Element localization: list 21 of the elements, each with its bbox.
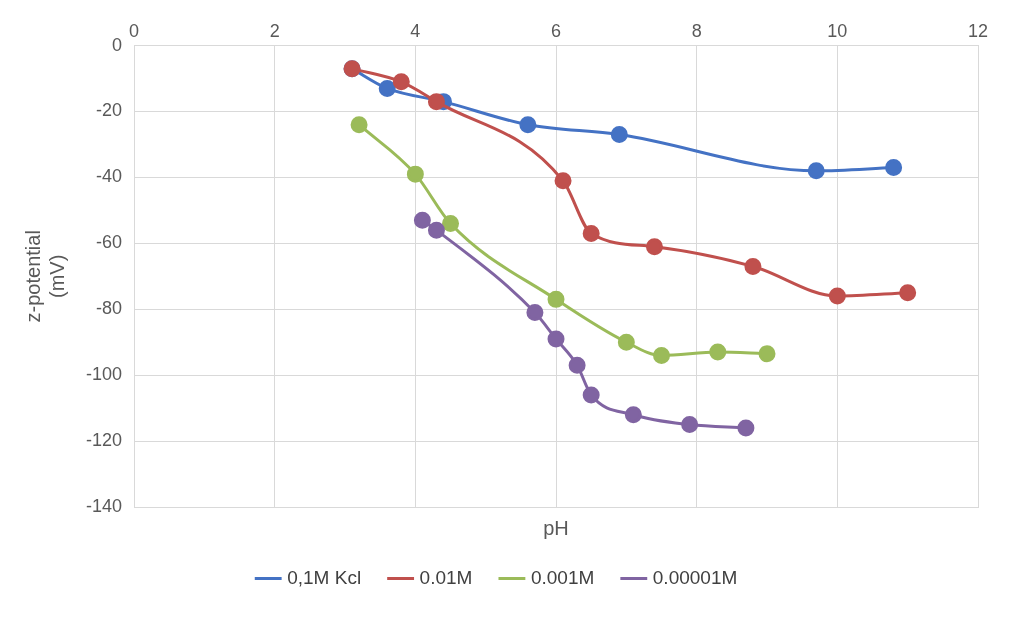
x-tick-label: 6 (551, 20, 562, 41)
x-tick-label: 4 (410, 20, 421, 41)
y-tick-label: -40 (96, 166, 123, 187)
x-tick-label: 8 (691, 20, 702, 41)
y-tick-label: -100 (86, 364, 123, 385)
y-tick-label: -80 (96, 298, 123, 319)
y-tick-label: -20 (96, 100, 123, 121)
x-tick-label: 0 (129, 20, 140, 41)
legend-label: 0,1M Kcl (287, 566, 362, 588)
legend-label: 0.01M (419, 566, 473, 588)
x-tick-label: 2 (269, 20, 280, 41)
y-tick-label: -140 (86, 495, 123, 516)
y-tick-label: -60 (96, 232, 123, 253)
x-tick-label: 10 (827, 20, 848, 41)
y-axis-title: z-potential (mV) (21, 230, 68, 323)
legend-label: 0.001M (530, 566, 595, 588)
x-tick-label: 12 (967, 20, 989, 41)
y-tick-label: -120 (86, 430, 123, 451)
legend-label: 0.00001M (652, 566, 738, 588)
y-tick-label: 0 (112, 34, 123, 55)
x-axis-title: pH (543, 516, 569, 539)
